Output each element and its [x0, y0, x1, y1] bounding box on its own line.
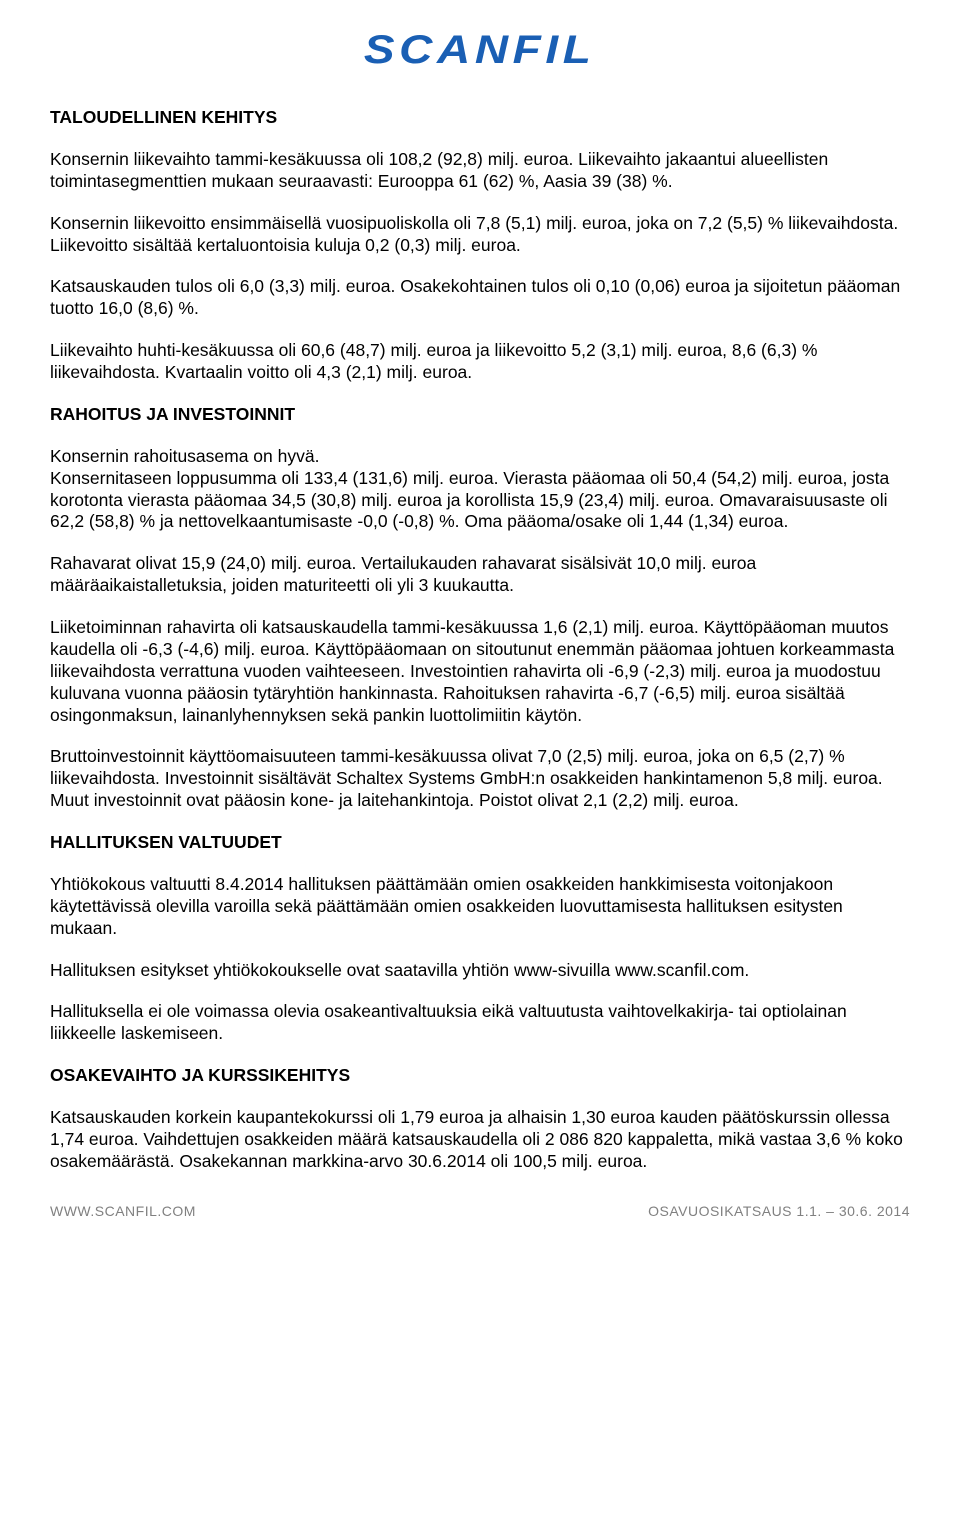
heading-board-authorizations: HALLITUKSEN VALTUUDET [50, 832, 910, 854]
body-text: Katsauskauden korkein kaupantekokurssi o… [50, 1107, 910, 1173]
brand-logo: SCANFIL [379, 25, 580, 75]
page-footer: WWW.SCANFIL.COM OSAVUOSIKATSAUS 1.1. – 3… [50, 1203, 910, 1221]
body-text: Hallituksella ei ole voimassa olevia osa… [50, 1001, 910, 1045]
body-text: Konsernin liikevaihto tammi-kesäkuussa o… [50, 149, 910, 193]
heading-share-trading: OSAKEVAIHTO JA KURSSIKEHITYS [50, 1065, 910, 1087]
logo-container: SCANFIL [50, 25, 910, 75]
body-text: Liikevaihto huhti-kesäkuussa oli 60,6 (4… [50, 340, 910, 384]
body-text: Liiketoiminnan rahavirta oli katsauskaud… [50, 617, 910, 726]
body-text: Katsauskauden tulos oli 6,0 (3,3) milj. … [50, 276, 910, 320]
brand-logo-text: SCANFIL [364, 25, 596, 75]
body-text: Rahavarat olivat 15,9 (24,0) milj. euroa… [50, 553, 910, 597]
body-text: Hallituksen esitykset yhtiökokoukselle o… [50, 960, 910, 982]
body-text: Yhtiökokous valtuutti 8.4.2014 hallituks… [50, 874, 910, 940]
footer-report-title: OSAVUOSIKATSAUS 1.1. – 30.6. 2014 [648, 1203, 910, 1221]
body-text: Konsernitaseen loppusumma oli 133,4 (131… [50, 468, 910, 534]
footer-website: WWW.SCANFIL.COM [50, 1203, 196, 1221]
body-text: Bruttoinvestoinnit käyttöomaisuuteen tam… [50, 746, 910, 812]
body-text: Konsernin rahoitusasema on hyvä. [50, 446, 910, 468]
heading-financing-investments: RAHOITUS JA INVESTOINNIT [50, 404, 910, 426]
body-text: Konsernin liikevoitto ensimmäisellä vuos… [50, 213, 910, 257]
document-page: SCANFIL TALOUDELLINEN KEHITYS Konsernin … [0, 0, 960, 1250]
heading-financial-development: TALOUDELLINEN KEHITYS [50, 107, 910, 129]
